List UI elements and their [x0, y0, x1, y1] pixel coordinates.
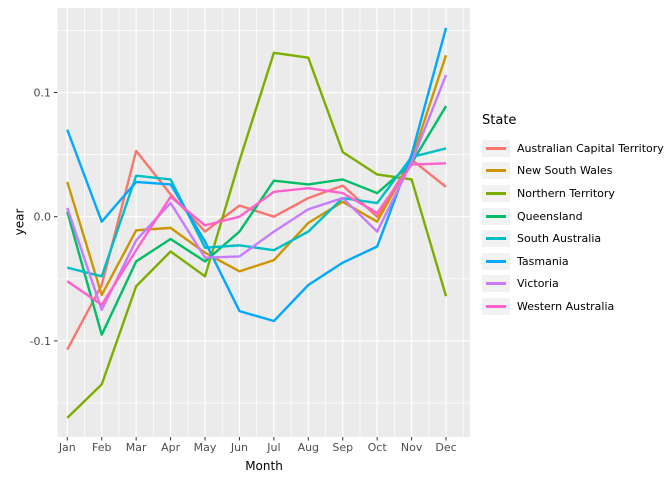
- legend-key-line: [486, 169, 506, 173]
- legend-key-line: [486, 237, 506, 241]
- x-tick-label: May: [194, 441, 217, 454]
- legend-key-swatch: [482, 275, 510, 293]
- y-tick-label: -0.1: [30, 335, 51, 348]
- legend-key-line: [486, 191, 506, 195]
- legend-item: New South Wales: [482, 160, 664, 183]
- series-line-tasmania: [66, 27, 448, 323]
- x-tick-label: Mar: [126, 441, 147, 454]
- series-line-victoria: [66, 74, 448, 312]
- x-axis-title: Month: [245, 459, 283, 473]
- legend-items: Australian Capital Territory New South Wa…: [482, 137, 664, 318]
- y-axis-title: year: [12, 208, 27, 236]
- x-tick-label: Oct: [368, 441, 388, 454]
- legend-item: Queensland: [482, 205, 664, 228]
- panel-background: [57, 8, 470, 437]
- legend-label: Queensland: [517, 209, 583, 223]
- legend-item: Tasmania: [482, 250, 664, 273]
- legend-key-swatch: [482, 207, 510, 225]
- series-line-new-south-wales: [66, 54, 448, 297]
- legend-label: Northern Territory: [517, 186, 615, 200]
- series-line-queensland: [66, 105, 448, 336]
- x-tick-label: Jan: [58, 441, 76, 454]
- legend-item: South Australia: [482, 227, 664, 250]
- legend-item: Western Australia: [482, 295, 664, 318]
- legend-key-line: [486, 259, 506, 263]
- series-line-south-australia: [67, 147, 447, 278]
- legend-title: State: [482, 113, 517, 128]
- legend-key-line: [486, 146, 506, 150]
- series-line-australian-capital-territory: [66, 149, 447, 351]
- legend-key-swatch: [482, 162, 510, 180]
- x-tick-label: Jul: [266, 441, 280, 454]
- legend: State Australian Capital Territory New So…: [482, 113, 664, 318]
- legend-label: South Australia: [517, 232, 602, 246]
- legend-label: Tasmania: [517, 254, 569, 268]
- x-tick-label: Apr: [161, 441, 181, 454]
- legend-key-swatch: [482, 252, 510, 270]
- series-line-western-australia: [66, 162, 447, 307]
- x-tick-label: Sep: [332, 441, 353, 454]
- x-tick-label: Jun: [230, 441, 248, 454]
- legend-label: New South Wales: [517, 164, 613, 178]
- x-tick-label: Feb: [92, 441, 111, 454]
- legend-key-line: [486, 282, 506, 286]
- legend-item: Northern Territory: [482, 182, 664, 205]
- legend-item: Australian Capital Territory: [482, 137, 664, 160]
- legend-key-line: [486, 304, 506, 308]
- legend-key-swatch: [482, 297, 510, 315]
- y-tick-label: 0.1: [34, 87, 52, 100]
- legend-label: Western Australia: [517, 299, 615, 313]
- x-tick-label: Aug: [298, 441, 319, 454]
- legend-key-swatch: [482, 230, 510, 248]
- legend-item: Victoria: [482, 273, 664, 296]
- legend-label: Victoria: [517, 277, 559, 291]
- series-line-northern-territory: [66, 51, 448, 419]
- y-tick-label: 0.0: [34, 211, 52, 224]
- x-tick-label: Nov: [401, 441, 423, 454]
- legend-label: Australian Capital Territory: [517, 141, 664, 155]
- legend-key-line: [486, 214, 506, 218]
- legend-key-swatch: [482, 139, 510, 157]
- legend-key-swatch: [482, 184, 510, 202]
- x-tick-label: Dec: [435, 441, 456, 454]
